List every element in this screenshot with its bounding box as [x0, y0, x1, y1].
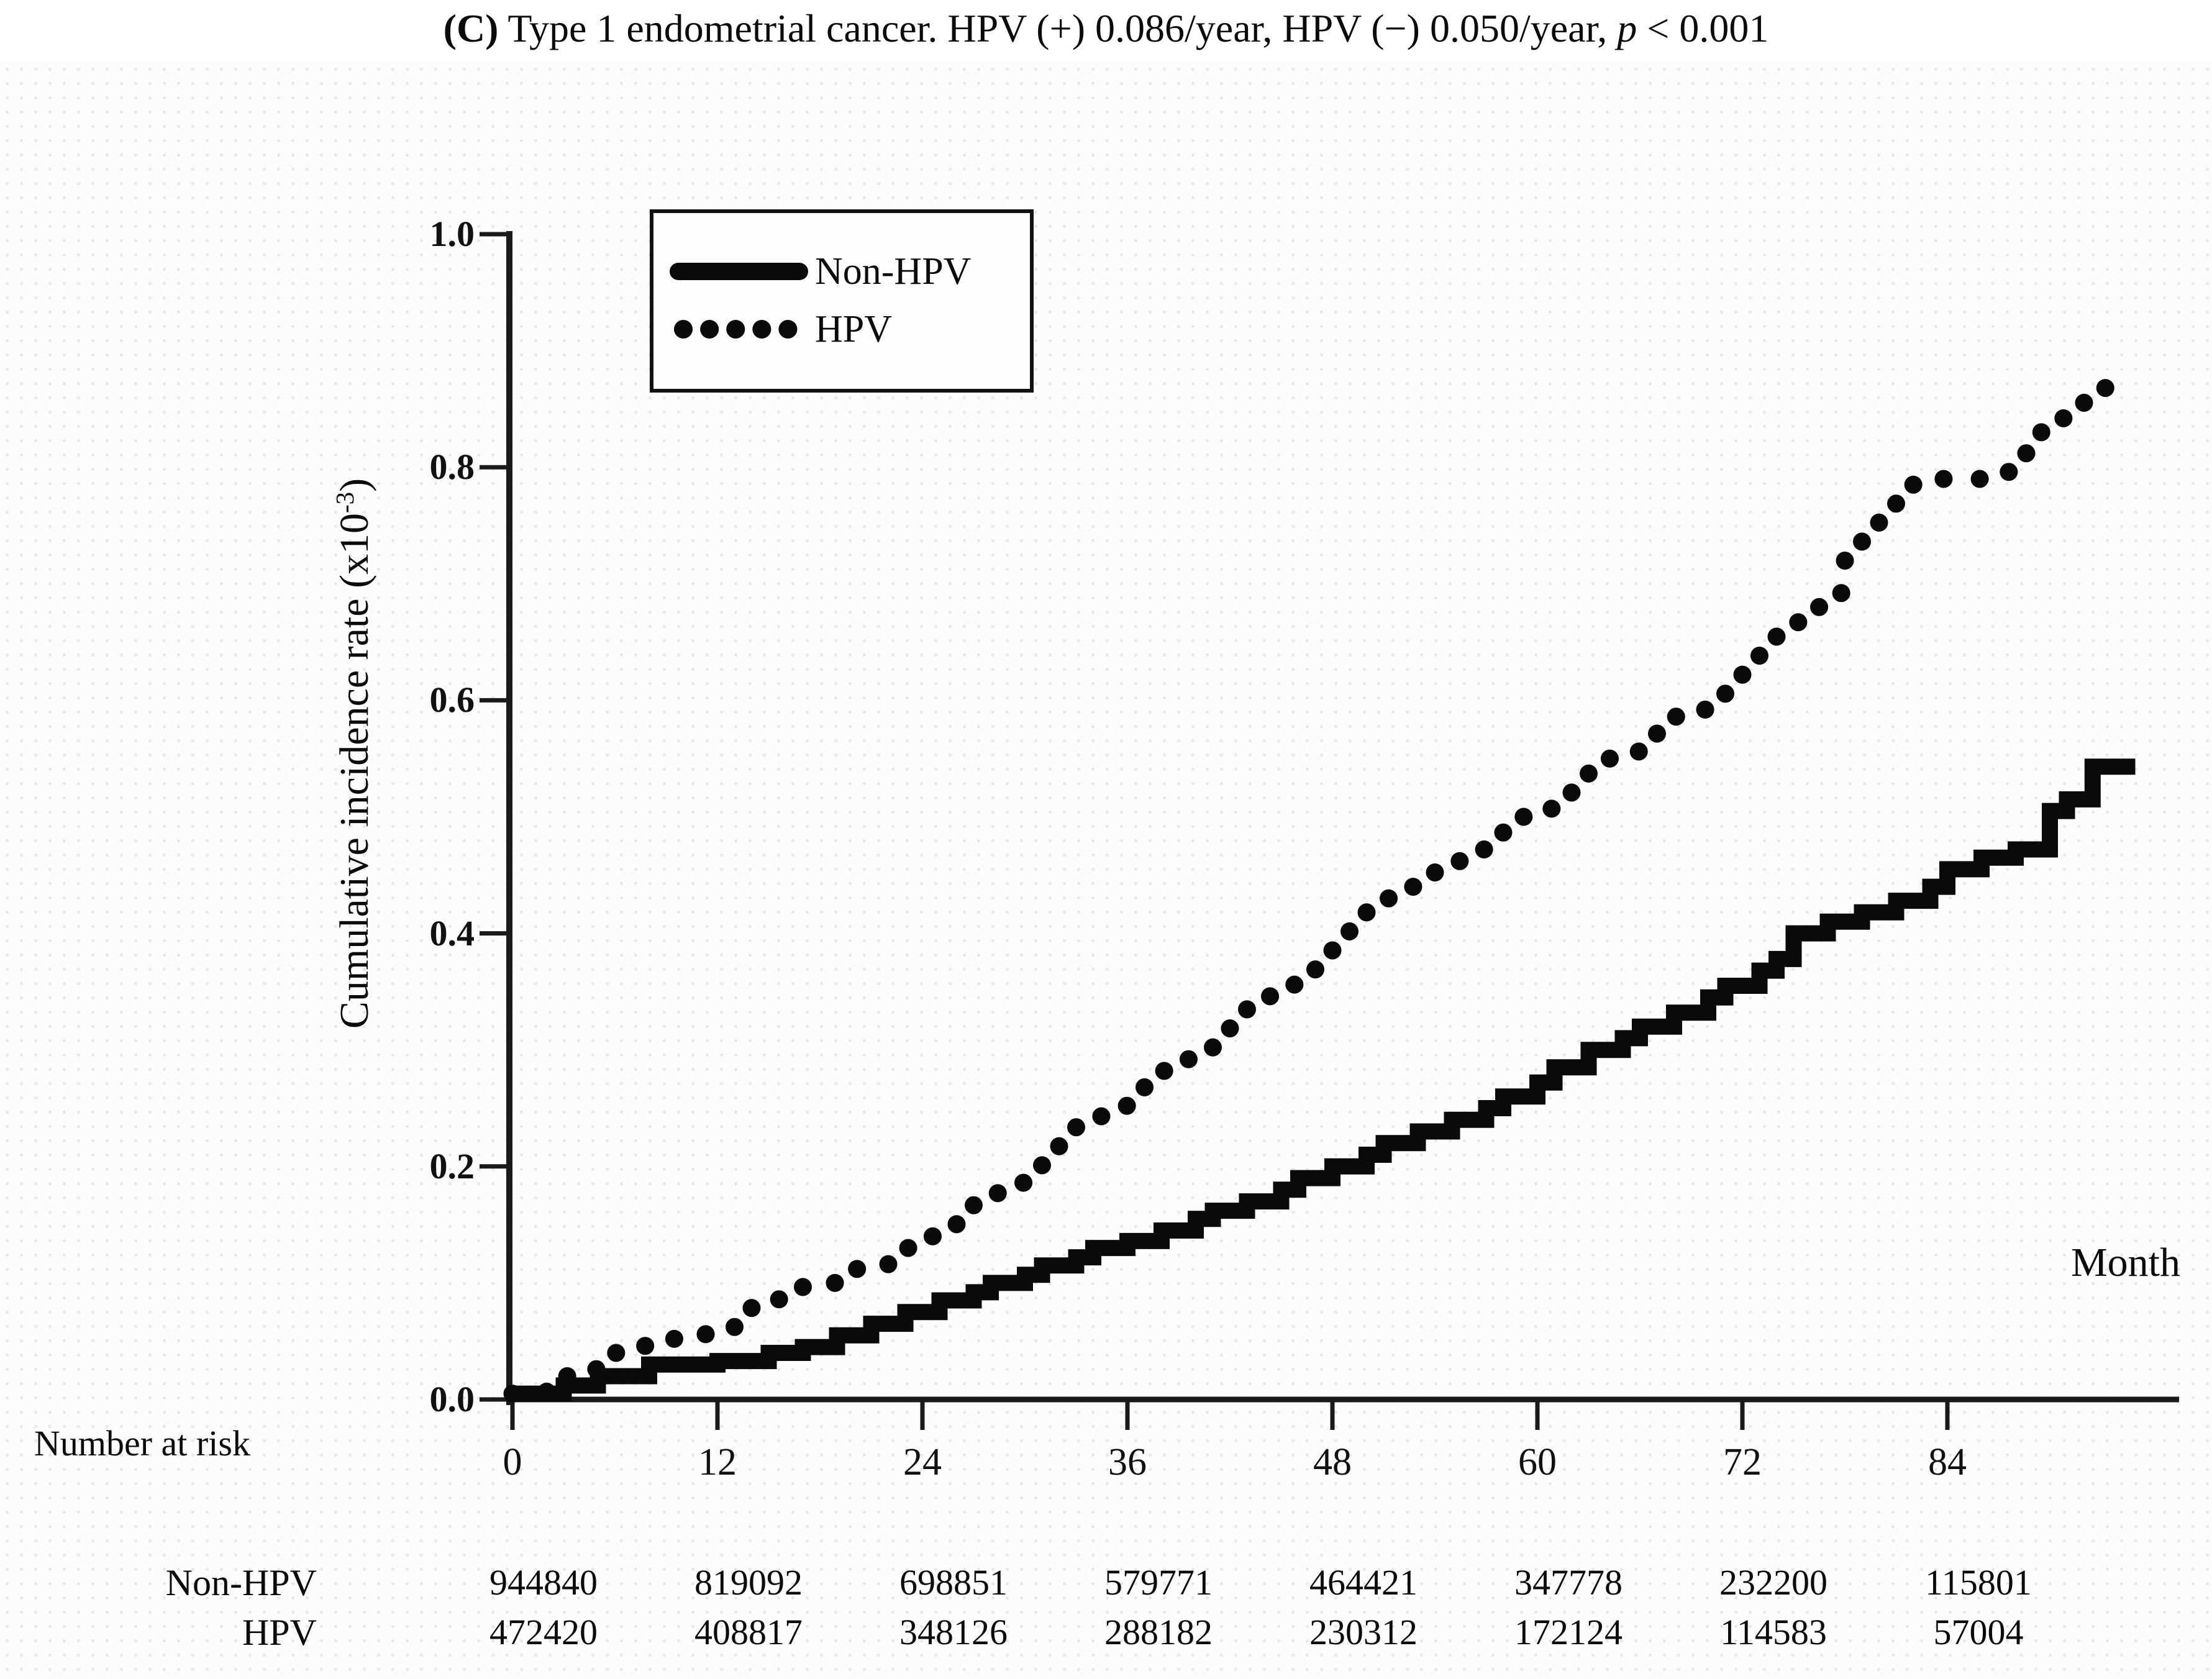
axis-tick-marks [480, 232, 1950, 1430]
x-tick-label: 12 [698, 1441, 737, 1483]
x-tick-label: 36 [1108, 1441, 1147, 1483]
risk-value-cell: 698851 [899, 1562, 1008, 1603]
risk-value-cell: 819092 [694, 1562, 803, 1603]
y-tick-label: 0.6 [429, 680, 475, 721]
legend-label-nonhpv: Non-HPV [815, 250, 972, 293]
x-tick-label: 24 [903, 1441, 942, 1483]
hpv-curve [503, 376, 2128, 1403]
risk-value-cell: 944840 [489, 1562, 598, 1603]
y-axis-title-exponent: -3 [331, 491, 359, 513]
risk-value-cell: 172124 [1514, 1612, 1623, 1652]
risk-value-cell: 115801 [1925, 1562, 2032, 1603]
x-axis-title: Month [2070, 1240, 2180, 1285]
figure-area [0, 62, 2212, 1679]
nonhpv-curve [512, 758, 2136, 1402]
risk-value-cell: 57004 [1933, 1612, 2024, 1652]
legend-box [650, 209, 1034, 393]
x-tick-label: 60 [1518, 1441, 1557, 1483]
title-p-symbol: p [1617, 6, 1637, 50]
panel-label: (C) [443, 6, 499, 50]
title-text: Type 1 endometrial cancer. HPV (+) 0.086… [498, 6, 1618, 50]
risk-value-cell: 408817 [694, 1612, 803, 1652]
risk-row-label-non-hpv: Non-HPV [165, 1562, 317, 1603]
x-tick-label: 72 [1723, 1441, 1762, 1483]
x-tick-label: 48 [1313, 1441, 1352, 1483]
risk-value-cell: 114583 [1720, 1612, 1827, 1652]
risk-value-cell: 230312 [1309, 1612, 1418, 1652]
risk-value-cell: 472420 [489, 1612, 598, 1652]
risk-row-label-hpv: HPV [242, 1612, 317, 1653]
title-pvalue: < 0.001 [1637, 6, 1769, 50]
x-tick-label: 84 [1928, 1441, 1967, 1483]
risk-value-cell: 579771 [1104, 1562, 1213, 1603]
risk-value-cell: 464421 [1309, 1562, 1418, 1603]
y-tick-label: 0.4 [429, 912, 475, 953]
x-tick-label: 0 [503, 1441, 522, 1483]
risk-value-cell: 348126 [899, 1612, 1008, 1652]
y-tick-label: 0.0 [429, 1379, 475, 1419]
y-tick-label: 1.0 [429, 214, 475, 254]
y-tick-label: 0.8 [429, 447, 475, 488]
y-axis-title: Cumulative incidence rate (x10-3) [317, 0, 377, 1679]
legend-label-hpv: HPV [815, 308, 893, 350]
y-tick-label: 0.2 [429, 1145, 475, 1186]
risk-value-cell: 288182 [1104, 1612, 1213, 1652]
risk-value-cell: 232200 [1719, 1562, 1827, 1603]
risk-table-header: Number at risk [34, 1423, 250, 1463]
risk-value-cell: 347778 [1514, 1562, 1623, 1603]
y-axis-title-text: Cumulative incidence rate (x10 [332, 512, 377, 1029]
figure-title: (C) Type 1 endometrial cancer. HPV (+) 0… [0, 4, 2212, 53]
y-axis-title-close: ) [332, 478, 377, 492]
